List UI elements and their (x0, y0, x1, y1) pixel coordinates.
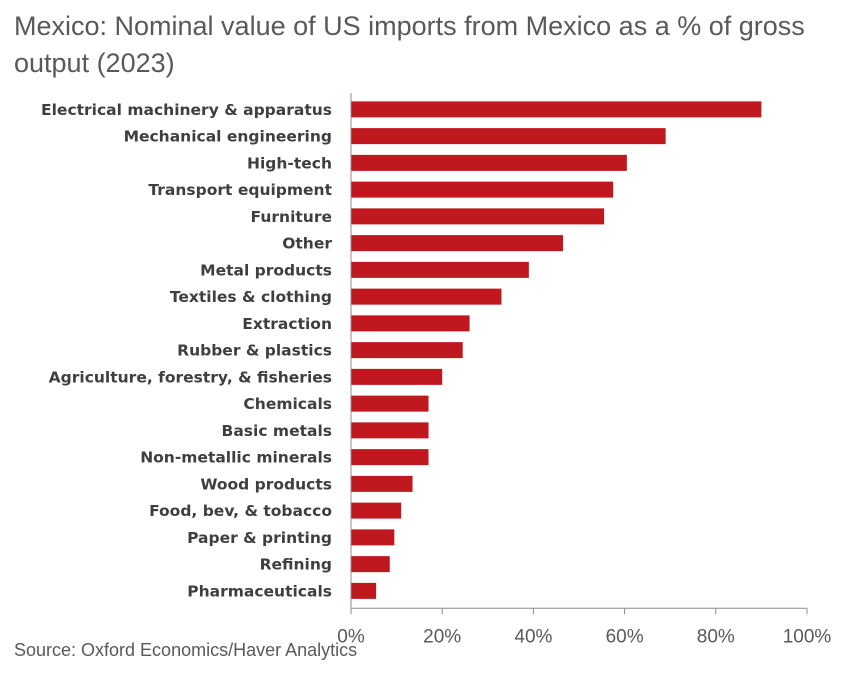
category-label: Pharmaceuticals (187, 582, 332, 600)
bar (351, 449, 429, 466)
bar (351, 422, 429, 439)
x-tick-label: 80% (697, 626, 735, 647)
bar (351, 315, 470, 332)
x-tick-label: 20% (423, 626, 461, 647)
category-label: Metal products (200, 261, 332, 279)
bar (351, 475, 413, 492)
category-label: Transport equipment (148, 181, 332, 199)
category-label: Other (282, 235, 332, 253)
bar (351, 208, 605, 225)
bar (351, 502, 402, 519)
category-label: Wood products (200, 475, 332, 493)
category-label: Paper & printing (187, 529, 332, 547)
category-label: High-tech (247, 154, 332, 172)
bar (351, 368, 443, 385)
bar (351, 261, 529, 278)
category-label: Electrical machinery & apparatus (41, 101, 332, 119)
category-label: Mechanical engineering (124, 128, 332, 146)
bar (351, 288, 502, 305)
category-label: Rubber & plastics (177, 342, 332, 360)
bar (351, 556, 390, 573)
bar (351, 235, 564, 252)
category-label: Refining (260, 556, 332, 574)
category-label: Extraction (242, 315, 332, 333)
bar (351, 181, 614, 198)
bar (351, 154, 627, 171)
x-tick-label: 40% (514, 626, 552, 647)
bar (351, 101, 762, 118)
x-tick-label: 60% (606, 626, 644, 647)
source-note: Source: Oxford Economics/Haver Analytics (14, 640, 358, 660)
category-label: Food, bev, & tobacco (149, 502, 332, 520)
category-label: Chemicals (243, 395, 332, 413)
bar (351, 128, 666, 145)
category-label: Basic metals (222, 422, 332, 440)
chart-title: Mexico: Nominal value of US imports from… (14, 11, 805, 78)
x-tick-label: 100% (783, 626, 832, 647)
bar (351, 342, 463, 359)
bar (351, 529, 395, 546)
category-label: Textiles & clothing (170, 288, 332, 306)
bar (351, 582, 377, 599)
category-label: Non-metallic minerals (140, 449, 332, 467)
x-tick-label: 0% (337, 626, 365, 647)
category-label: Agriculture, forestry, & fisheries (49, 368, 332, 386)
bar (351, 395, 429, 412)
category-label: Furniture (251, 208, 332, 226)
